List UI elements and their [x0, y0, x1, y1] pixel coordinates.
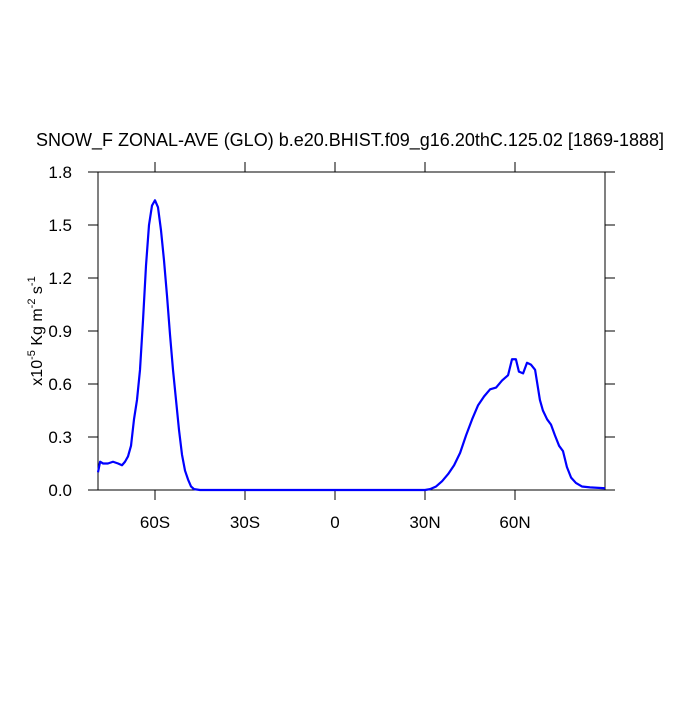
y-tick-label: 1.2: [48, 269, 72, 288]
x-tick-label: 30N: [409, 513, 440, 532]
y-label-part: s: [29, 286, 46, 298]
y-tick-label: 0.9: [48, 322, 72, 341]
x-tick-label: 30S: [230, 513, 260, 532]
data-line: [96, 199, 606, 492]
y-tick-label: 0.3: [48, 428, 72, 447]
y-label-part: x10: [29, 360, 46, 386]
x-tick-label: 60N: [499, 513, 530, 532]
y-tick-label: 0.0: [48, 481, 72, 500]
plot-frame: [97, 171, 606, 491]
y-tick-label: 1.5: [48, 216, 72, 235]
y-tick-label: 1.8: [48, 163, 72, 182]
y-label-part: -2: [26, 299, 38, 309]
x-tick-label: 0: [330, 513, 339, 532]
chart-title: SNOW_F ZONAL-AVE (GLO) b.e20.BHIST.f09_g…: [36, 130, 664, 151]
y-label-part: Kg m: [29, 308, 46, 350]
y-axis-label: x10-5 Kg m-2 s-1: [26, 276, 46, 385]
y-label-part: -5: [26, 350, 38, 360]
y-tick-label: 0.6: [48, 375, 72, 394]
y-label-part: -1: [26, 276, 38, 286]
x-tick-label: 60S: [140, 513, 170, 532]
